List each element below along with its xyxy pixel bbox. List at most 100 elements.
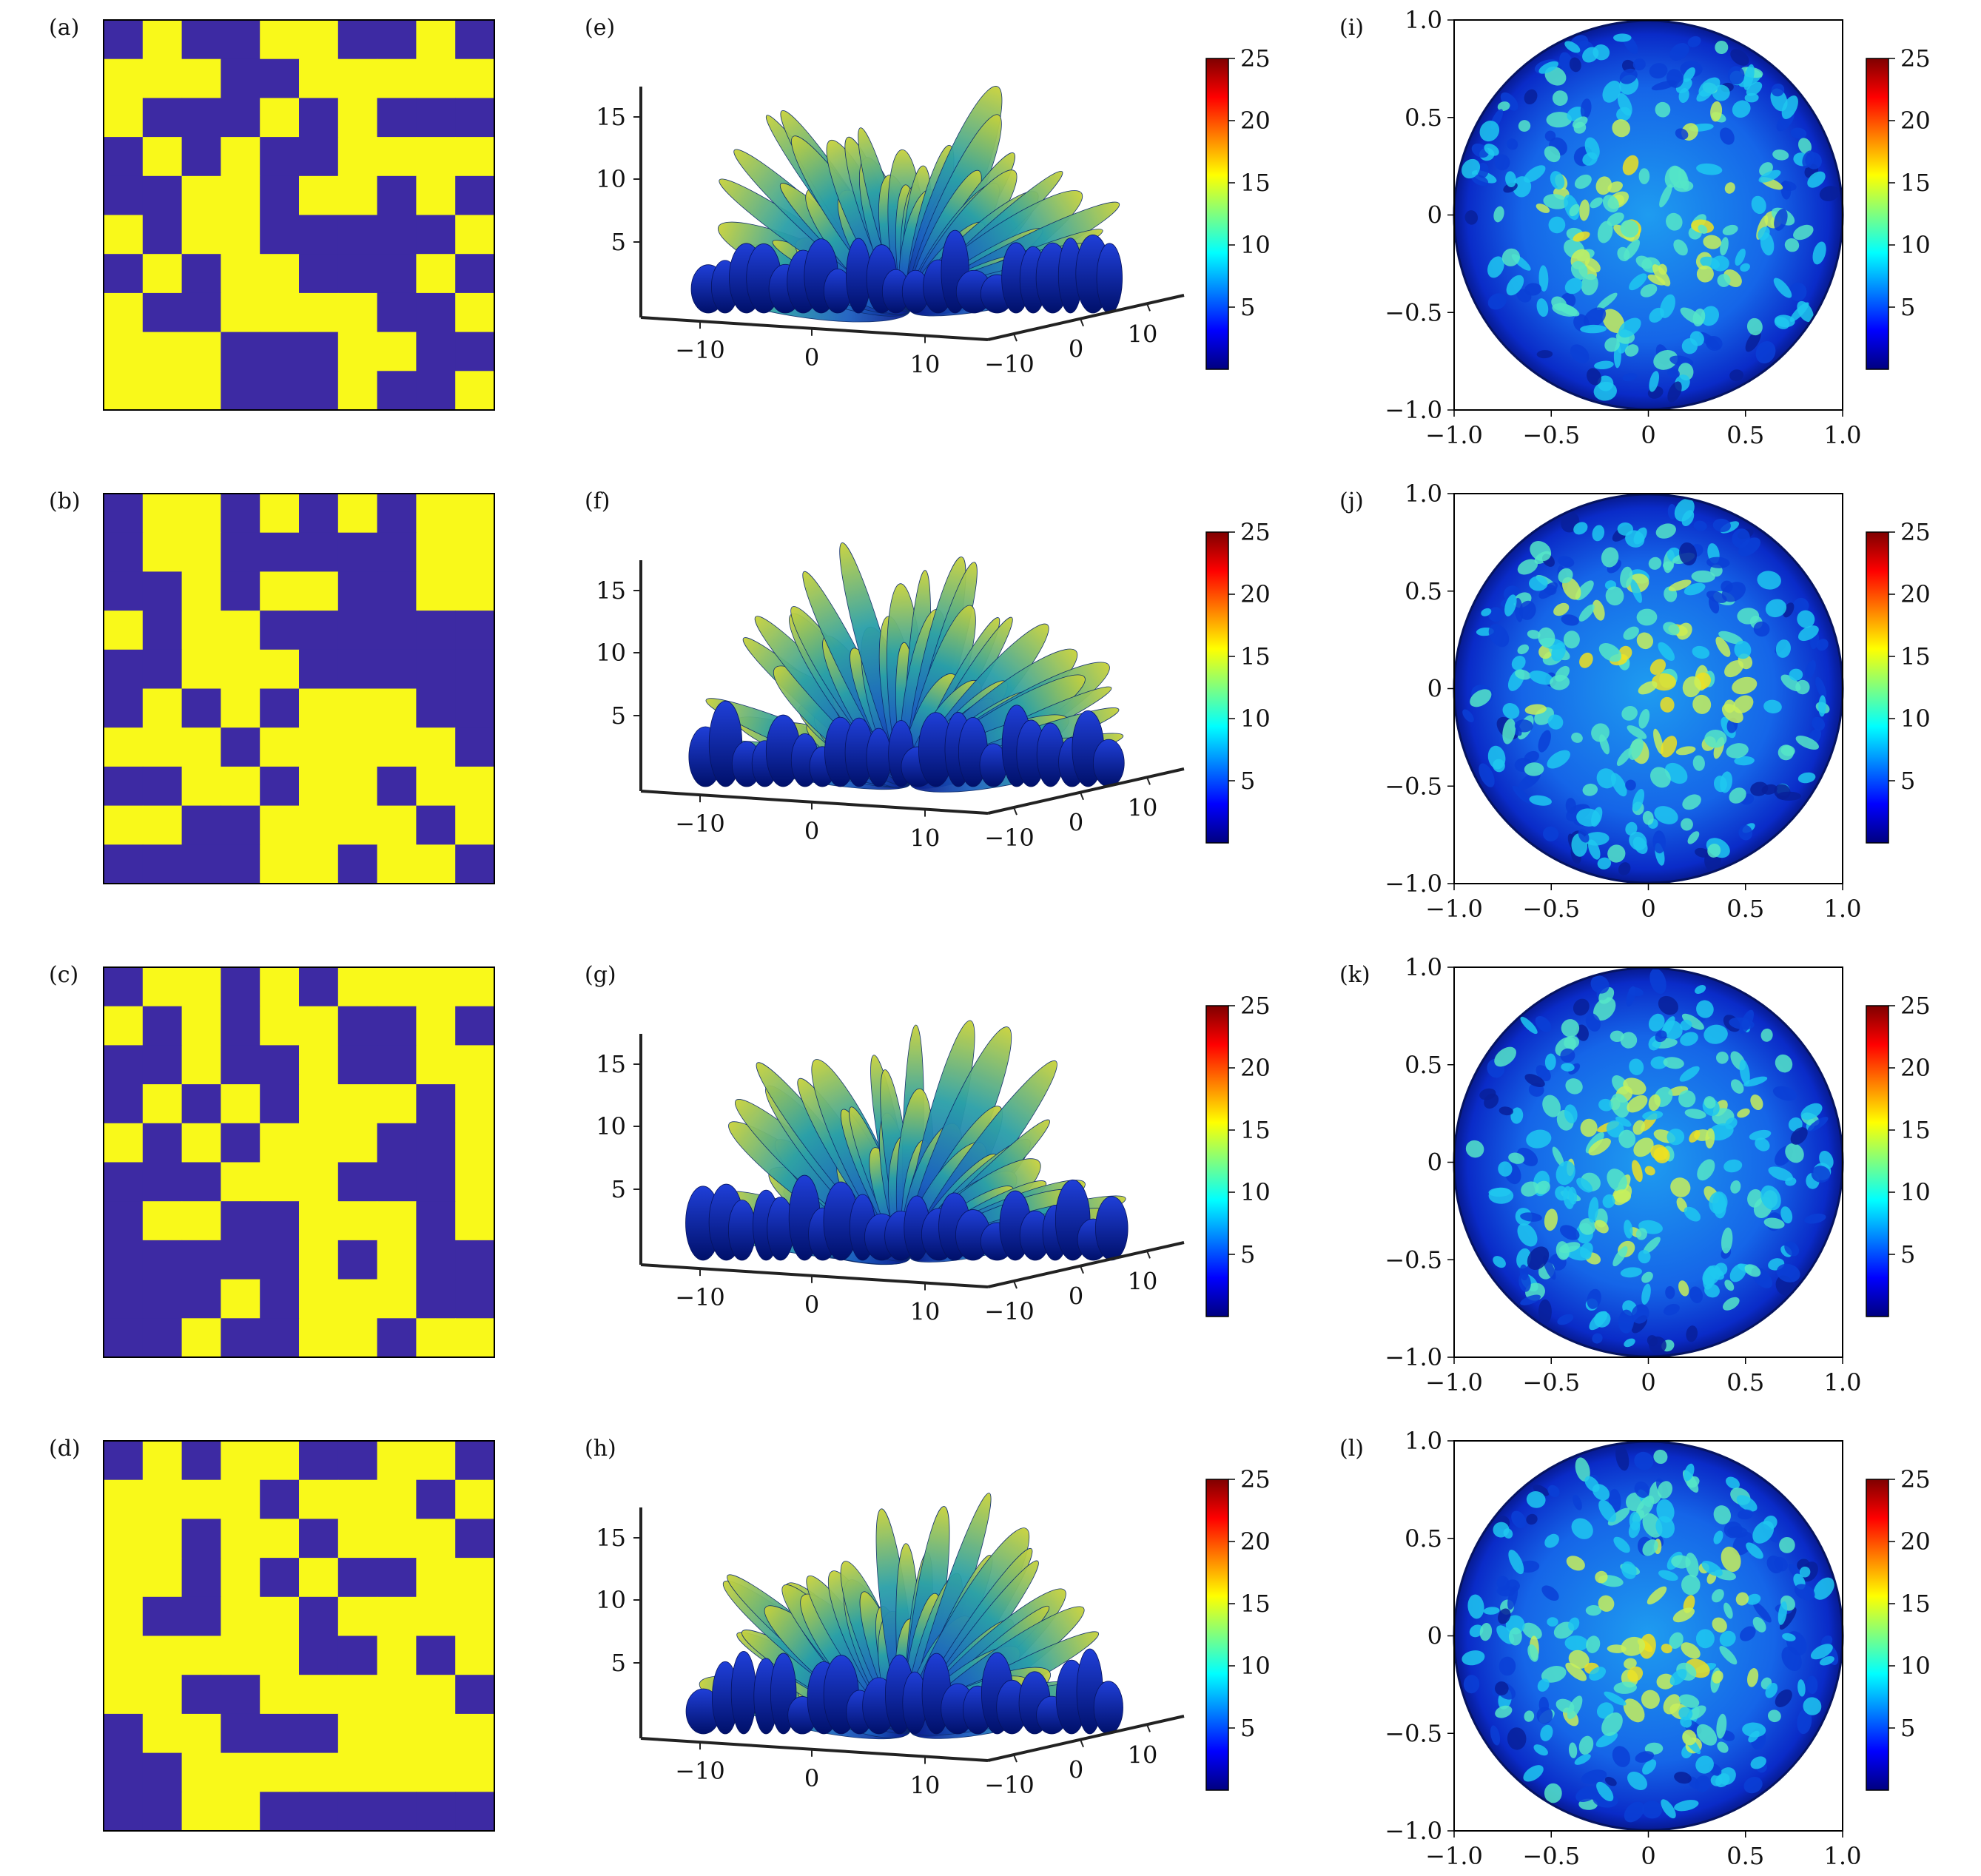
colorbar-tick-label: 25 (1240, 44, 1271, 73)
speckle (1632, 58, 1646, 71)
speckle (1605, 586, 1624, 606)
speckle (1544, 1783, 1562, 1803)
speckle (1500, 92, 1518, 111)
speckle (1518, 600, 1536, 620)
x-tick-label: −0.5 (1522, 1842, 1580, 1870)
pattern-cell (416, 805, 456, 845)
colorbar-tick-label: 10 (1240, 1652, 1271, 1680)
y-tick-label: −10 (984, 350, 1035, 378)
pattern-cell (455, 215, 495, 255)
y-tick-label: −1.0 (1385, 396, 1442, 424)
pattern-cell (181, 494, 221, 534)
pattern-cell (299, 371, 339, 411)
pattern-cell (455, 1713, 495, 1754)
pattern-cell (377, 175, 417, 216)
speckle (1627, 1666, 1644, 1682)
pattern-cell (337, 1162, 378, 1202)
speckle (1633, 1137, 1654, 1157)
pattern-cell (104, 1240, 144, 1280)
speckle (1483, 1607, 1500, 1615)
pattern-cell (260, 1479, 300, 1519)
speckle (1625, 530, 1645, 548)
colorbar-tick-label: 5 (1900, 293, 1915, 321)
speckle (1516, 1248, 1531, 1269)
speckle (1720, 127, 1735, 145)
speckle (1629, 273, 1647, 291)
speckle (1669, 43, 1689, 61)
pattern-cell (416, 292, 456, 333)
speckle (1768, 1166, 1793, 1181)
pattern-cell (104, 1558, 144, 1598)
pattern-cell (181, 1519, 221, 1559)
pattern-cell (181, 1441, 221, 1481)
pattern-cell (416, 611, 456, 650)
speckle (1627, 1095, 1648, 1113)
speckle (1613, 1536, 1630, 1553)
speckle (1655, 1030, 1667, 1043)
speckle (1522, 1622, 1542, 1640)
speckle (1640, 283, 1658, 297)
x-axis (640, 1737, 989, 1762)
speckle (1732, 695, 1754, 713)
speckle (1790, 127, 1807, 139)
pattern-cell (260, 494, 300, 534)
speckle (1763, 699, 1782, 713)
speckle (1484, 1093, 1499, 1109)
speckle (1713, 1530, 1723, 1544)
speckle (1701, 1561, 1723, 1577)
colorbar-tick-label: 15 (1900, 169, 1931, 197)
speckle (1613, 1681, 1637, 1694)
pattern-cell (416, 1713, 456, 1754)
speckle (1624, 1338, 1635, 1348)
y-tick-label: −0.5 (1385, 1719, 1442, 1747)
speckle (1678, 1694, 1700, 1708)
speckle (1772, 1086, 1797, 1101)
y-tick-label: 0 (1427, 201, 1442, 229)
speckle (1807, 1117, 1829, 1132)
pattern-cell (455, 844, 495, 884)
speckle (1654, 806, 1678, 824)
speckle (1540, 1724, 1553, 1741)
pattern-cell (142, 688, 183, 728)
speckle (1592, 525, 1605, 542)
pattern-cell (299, 1006, 339, 1046)
speckle (1797, 772, 1816, 784)
speckle (1530, 540, 1552, 562)
pattern-cell (260, 1084, 300, 1124)
speckle (1564, 278, 1583, 295)
pattern-cell (337, 215, 378, 255)
pattern-cell (181, 1279, 221, 1319)
pattern-cell (455, 1006, 495, 1046)
pattern-cell (221, 571, 260, 611)
speckle (1687, 36, 1701, 47)
x-tick-label: 0 (804, 343, 819, 371)
speckle (1627, 725, 1647, 739)
pattern-cell (104, 1713, 144, 1754)
speckle (1635, 1751, 1655, 1763)
pattern-cell (299, 215, 339, 255)
pattern-cell (416, 1279, 456, 1319)
speckle (1638, 168, 1650, 185)
speckle (1622, 155, 1639, 175)
speckle (1529, 576, 1548, 591)
pattern-cell (260, 1279, 300, 1319)
pattern-cell (181, 967, 221, 1007)
y-tick-label: −0.5 (1385, 772, 1442, 800)
pattern-cell (221, 1479, 260, 1519)
speckle (1553, 602, 1570, 616)
pattern-cell (416, 371, 456, 411)
speckle (1692, 694, 1712, 714)
y-tick-label: 0 (1427, 675, 1442, 703)
pattern-cell (104, 1006, 144, 1046)
speckle (1743, 1776, 1763, 1794)
pattern-frame (103, 19, 495, 411)
speckle (1507, 1727, 1527, 1750)
pattern-cell (337, 1441, 378, 1481)
x-tick-label: −10 (675, 810, 725, 838)
pattern-cell (377, 727, 417, 767)
pattern-cell (104, 688, 144, 728)
pattern-cell (299, 1752, 339, 1792)
pattern-cell (299, 571, 339, 611)
speckle (1569, 57, 1581, 73)
pattern-cell (142, 1558, 183, 1598)
